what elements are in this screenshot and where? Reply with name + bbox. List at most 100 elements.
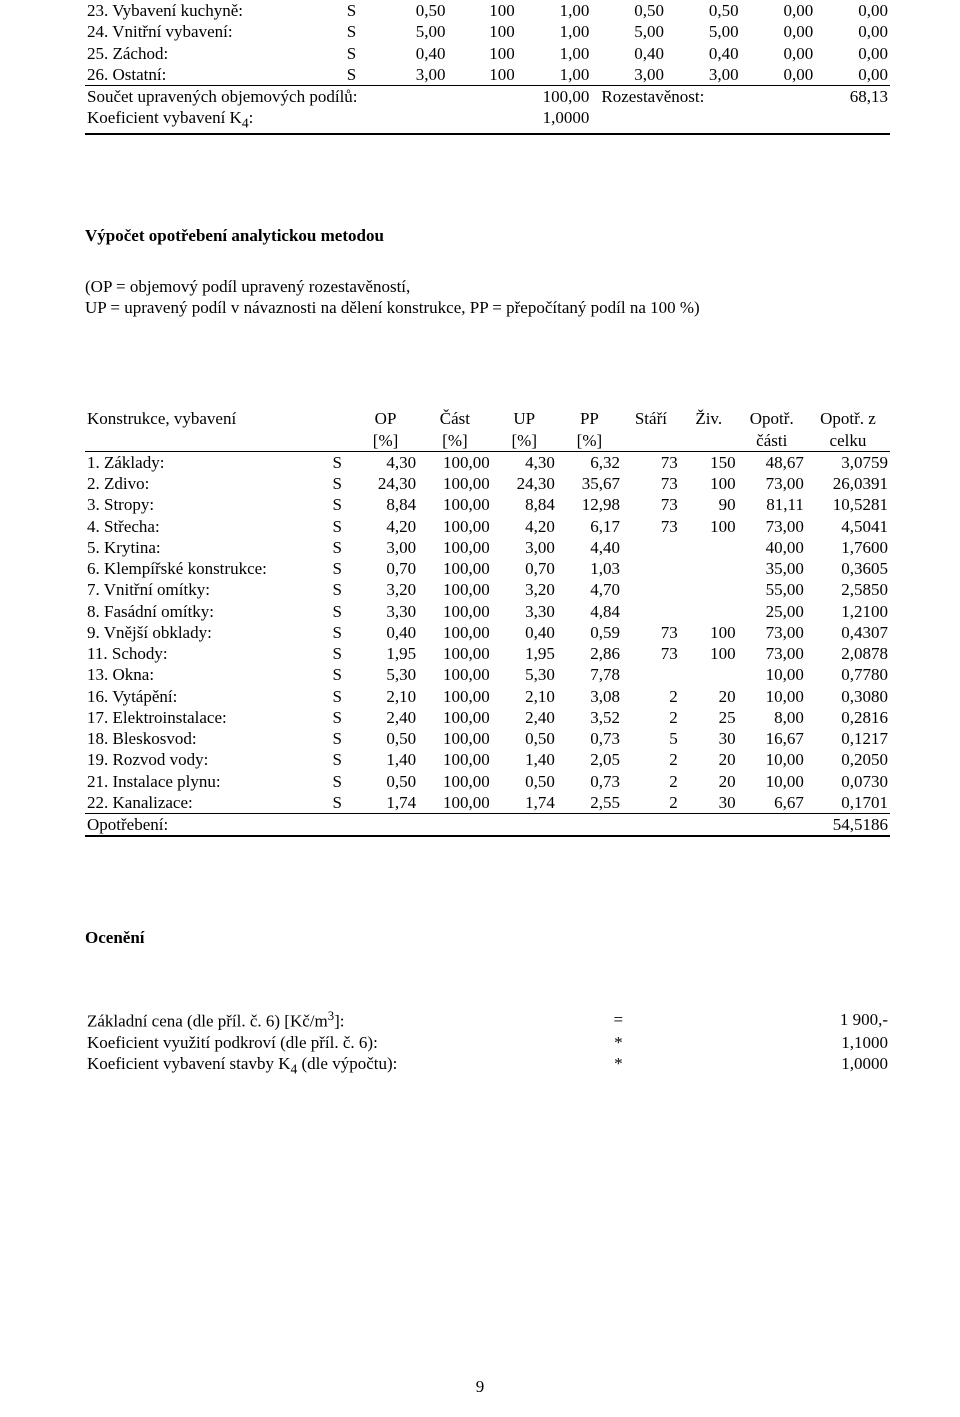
table-row: 7. Vnitřní omítky:S3,20100,003,204,7055,… xyxy=(85,579,890,600)
row-value: 1 900,- xyxy=(679,1009,890,1032)
row-label: 1. Základy: xyxy=(85,452,321,473)
cell-opotr-z: 2,0878 xyxy=(806,643,890,664)
cell-stari: 73 xyxy=(622,473,680,494)
row-label: 25. Záchod: xyxy=(85,43,330,64)
row-code: S xyxy=(321,707,353,728)
row-code: S xyxy=(321,558,353,579)
col-opotr-c: Opotř. xyxy=(738,408,806,429)
cell-opotr-c: 8,00 xyxy=(738,707,806,728)
cell-ziv xyxy=(680,558,738,579)
row-code: S xyxy=(330,0,373,21)
row-label: 19. Rozvod vody: xyxy=(85,749,321,770)
cell-op: 1,74 xyxy=(353,792,418,814)
col-stari: Stáří xyxy=(622,408,680,429)
table-row: Koeficient vybavení stavby K4 (dle výpoč… xyxy=(85,1053,890,1078)
cell-stari: 2 xyxy=(622,792,680,814)
cell-opotr-z: 4,5041 xyxy=(806,516,890,537)
cell-stari: 73 xyxy=(622,452,680,473)
cell-stari xyxy=(622,537,680,558)
cell-opotr-c: 6,67 xyxy=(738,792,806,814)
col-up: UP xyxy=(492,408,557,429)
cell-pp: 0,73 xyxy=(557,728,622,749)
cell-cast: 100,00 xyxy=(418,494,492,515)
unit-opotr-z: celku xyxy=(806,430,890,452)
row-value: 1,0000 xyxy=(679,1053,890,1078)
cell-stari: 73 xyxy=(622,494,680,515)
row-code: S xyxy=(321,537,353,558)
col-cast: Část xyxy=(418,408,492,429)
cell-ziv: 30 xyxy=(680,728,738,749)
cell-opotr-z: 3,0759 xyxy=(806,452,890,473)
wear-table: Konstrukce, vybavení OP Část UP PP Stáří… xyxy=(85,408,890,837)
cell-opotr-z: 10,5281 xyxy=(806,494,890,515)
sum-value: 100,00 xyxy=(517,86,592,107)
cell: 0,40 xyxy=(666,43,741,64)
cell-opotr-c: 10,00 xyxy=(738,664,806,685)
table-row: 4. Střecha:S4,20100,004,206,177310073,00… xyxy=(85,516,890,537)
note-line-1: (OP = objemový podíl upravený rozestavěn… xyxy=(85,276,890,297)
cell-opotr-z: 0,4307 xyxy=(806,622,890,643)
table-row: Koeficient využití podkroví (dle příl. č… xyxy=(85,1032,890,1053)
table-row: 5. Krytina:S3,00100,003,004,4040,001,760… xyxy=(85,537,890,558)
row-code: S xyxy=(321,792,353,814)
sum-row: Součet upravených objemových podílů: 100… xyxy=(85,86,890,107)
unit-op: [%] xyxy=(353,430,418,452)
row-label: 23. Vybavení kuchyně: xyxy=(85,0,330,21)
cell: 0,50 xyxy=(666,0,741,21)
cell: 1,00 xyxy=(517,43,592,64)
row-code: S xyxy=(330,64,373,86)
cell-op: 0,40 xyxy=(353,622,418,643)
cell-pp: 7,78 xyxy=(557,664,622,685)
cell-ziv: 100 xyxy=(680,643,738,664)
cell-pp: 0,59 xyxy=(557,622,622,643)
row-code: S xyxy=(321,749,353,770)
cell-stari: 2 xyxy=(622,749,680,770)
cell-up: 2,40 xyxy=(492,707,557,728)
sum-label: Součet upravených objemových podílů: xyxy=(85,86,517,107)
cell: 3,00 xyxy=(666,64,741,86)
cell-ziv xyxy=(680,579,738,600)
cell: 3,00 xyxy=(373,64,448,86)
k4-row: Koeficient vybavení K4: 1,0000 xyxy=(85,107,890,133)
cell-cast: 100,00 xyxy=(418,707,492,728)
row-label: Koeficient využití podkroví (dle příl. č… xyxy=(85,1032,558,1053)
row-value: 1,1000 xyxy=(679,1032,890,1053)
row-label: 18. Bleskosvod: xyxy=(85,728,321,749)
row-label: 16. Vytápění: xyxy=(85,686,321,707)
row-code: S xyxy=(321,516,353,537)
cell: 3,00 xyxy=(591,64,666,86)
cell: 100 xyxy=(447,21,516,42)
row-operator: = xyxy=(558,1009,679,1032)
row-code: S xyxy=(330,21,373,42)
col-opotr-z: Opotř. z xyxy=(806,408,890,429)
cell-op: 2,40 xyxy=(353,707,418,728)
cell: 0,00 xyxy=(741,21,816,42)
cell-pp: 2,55 xyxy=(557,792,622,814)
cell-up: 4,20 xyxy=(492,516,557,537)
cell-opotr-c: 48,67 xyxy=(738,452,806,473)
cell-cast: 100,00 xyxy=(418,537,492,558)
note-line-2: UP = upravený podíl v návaznosti na děle… xyxy=(85,297,890,318)
row-label: 17. Elektroinstalace: xyxy=(85,707,321,728)
cell: 0,50 xyxy=(373,0,448,21)
table-row: 19. Rozvod vody:S1,40100,001,402,0522010… xyxy=(85,749,890,770)
cell-opotr-c: 16,67 xyxy=(738,728,806,749)
row-operator: * xyxy=(558,1032,679,1053)
table-row: 6. Klempířské konstrukce:S0,70100,000,70… xyxy=(85,558,890,579)
unit-cast: [%] xyxy=(418,430,492,452)
table-row: 18. Bleskosvod:S0,50100,000,500,7353016,… xyxy=(85,728,890,749)
cell-opotr-z: 0,2050 xyxy=(806,749,890,770)
cell-opotr-c: 73,00 xyxy=(738,643,806,664)
row-label: 21. Instalace plynu: xyxy=(85,771,321,792)
cell-opotr-c: 25,00 xyxy=(738,601,806,622)
cell-opotr-c: 81,11 xyxy=(738,494,806,515)
cell-ziv xyxy=(680,601,738,622)
cell-stari: 2 xyxy=(622,771,680,792)
cell-op: 3,00 xyxy=(353,537,418,558)
row-code: S xyxy=(321,622,353,643)
cell-cast: 100,00 xyxy=(418,452,492,473)
cell: 5,00 xyxy=(373,21,448,42)
cell-up: 5,30 xyxy=(492,664,557,685)
cell-opotr-z: 1,7600 xyxy=(806,537,890,558)
cell-opotr-c: 55,00 xyxy=(738,579,806,600)
